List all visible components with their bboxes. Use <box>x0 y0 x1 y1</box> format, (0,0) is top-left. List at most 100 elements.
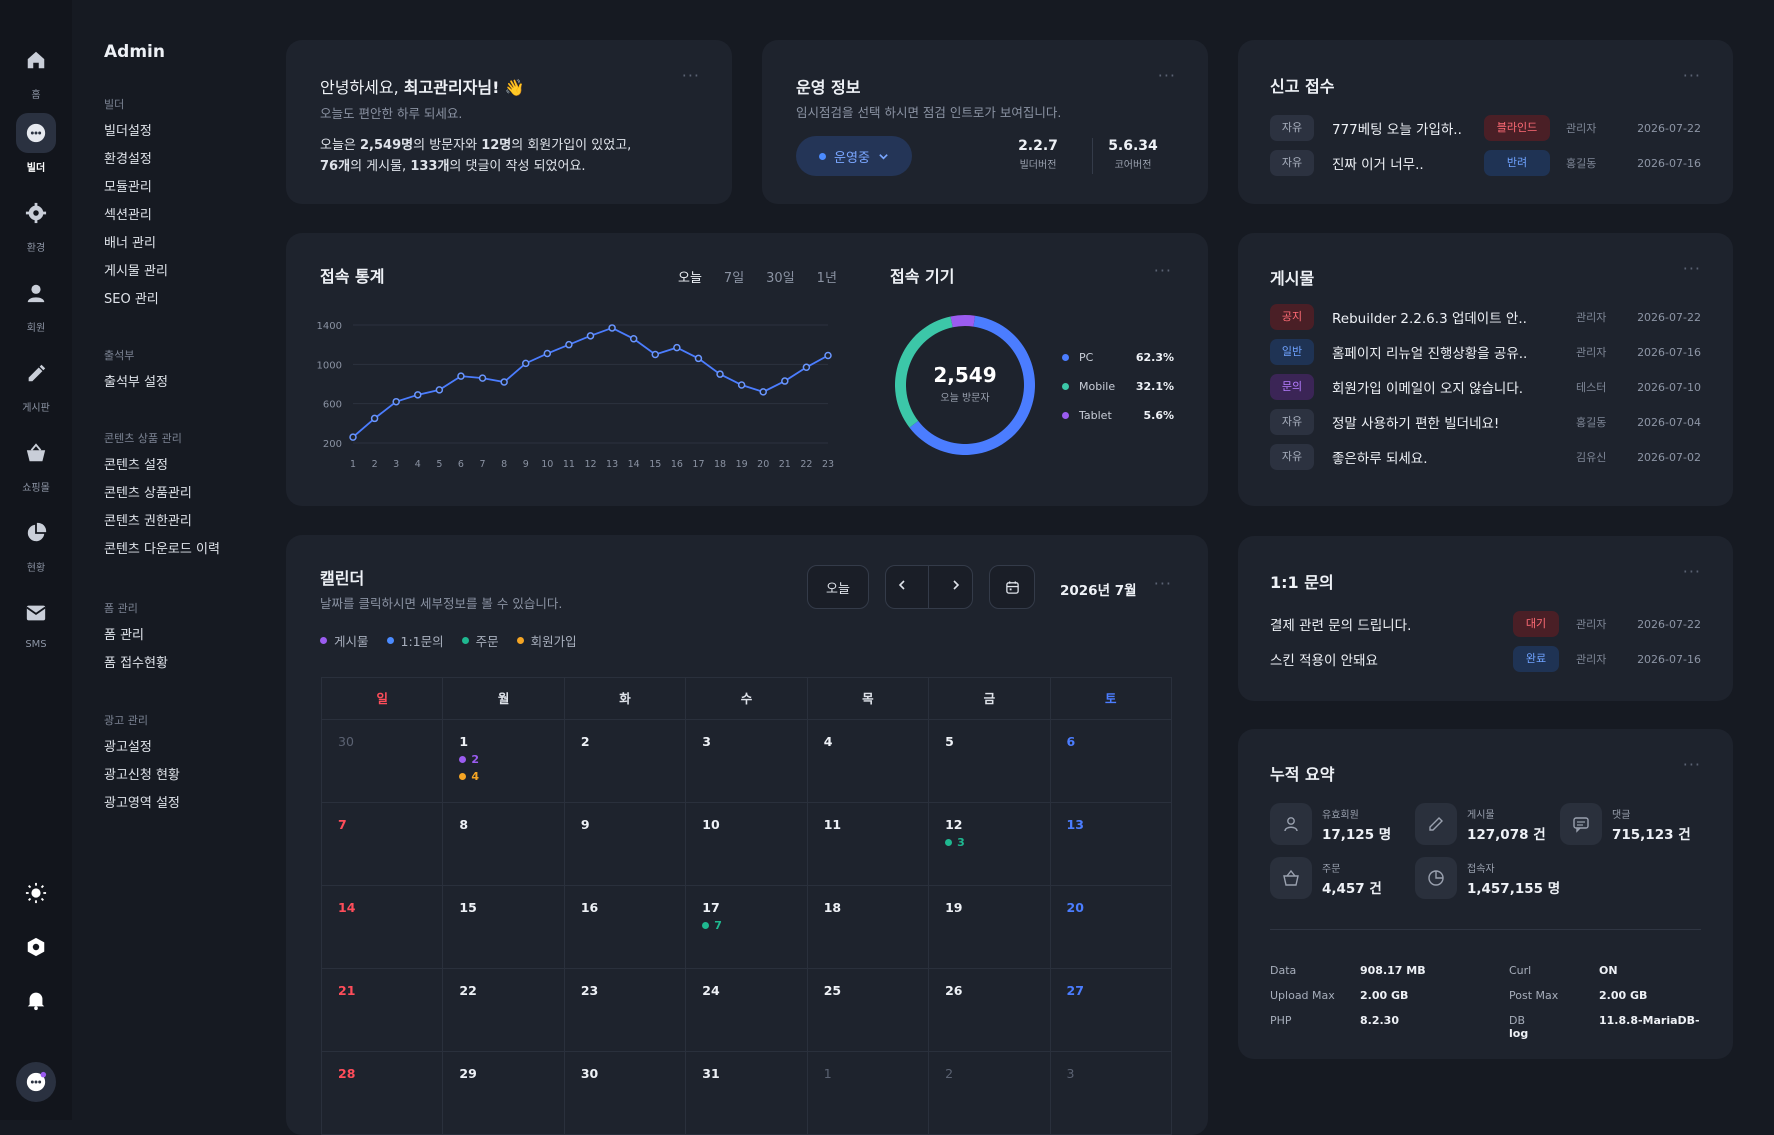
more-icon[interactable]: ··· <box>1682 562 1701 581</box>
calendar-day[interactable]: 13 <box>1051 803 1171 885</box>
calendar-day[interactable]: 17 7 <box>686 886 808 968</box>
profile-avatar[interactable] <box>0 1062 72 1102</box>
day-number: 19 <box>945 900 963 915</box>
calendar-day[interactable]: 21 <box>322 969 444 1051</box>
tab-30d[interactable]: 30일 <box>766 271 795 286</box>
today-button[interactable]: 오늘 <box>807 565 869 609</box>
calendar-day[interactable]: 16 <box>565 886 687 968</box>
rail-item-shop[interactable]: 쇼핑몰 <box>0 433 72 494</box>
menu-item[interactable]: 배너 관리 <box>104 236 156 251</box>
menu-item[interactable]: 광고영역 설정 <box>104 796 180 811</box>
post-row[interactable]: 공지 Rebuilder 2.2.6.3 업데이트 안.. 관리자 2026-07-2… <box>1270 303 1701 331</box>
menu-item[interactable]: 빌더설정 <box>104 124 152 139</box>
inquiry-row[interactable]: 결제 관련 문의 드립니다. 대기 관리자 2026-07-22 <box>1270 610 1701 638</box>
tab-today[interactable]: 오늘 <box>678 271 702 286</box>
calendar-day[interactable]: 23 <box>565 969 687 1051</box>
summary-card: 누적 요약 ··· 유효회원 17,125 명 게시물 127,078 건 댓글 715,… <box>1238 729 1733 1059</box>
calendar-day[interactable]: 25 <box>808 969 930 1051</box>
calendar-day[interactable]: 3 <box>1051 1052 1171 1134</box>
stat-label: 접속자 <box>1467 863 1495 875</box>
calendar-day[interactable]: 10 <box>686 803 808 885</box>
menu-item[interactable]: 게시물 관리 <box>104 264 168 279</box>
calendar-day[interactable]: 12 3 <box>929 803 1051 885</box>
x-tick-label: 19 <box>736 459 748 470</box>
status-select[interactable]: 운영중 <box>796 136 912 176</box>
menu-item[interactable]: 섹션관리 <box>104 208 152 223</box>
inquiry-row[interactable]: 스킨 적용이 안돼요 완료 관리자 2026-07-16 <box>1270 645 1701 673</box>
menu-item[interactable]: 모듈관리 <box>104 180 152 195</box>
menu-item[interactable]: 출석부 설정 <box>104 375 168 390</box>
day-event: 4 <box>459 770 547 783</box>
theme-toggle[interactable] <box>0 873 72 913</box>
calendar-day[interactable]: 30 <box>322 720 444 802</box>
x-tick-label: 9 <box>523 459 529 470</box>
calendar-day[interactable]: 14 <box>322 886 444 968</box>
rail-item-board[interactable]: 게시판 <box>0 353 72 414</box>
calendar-day[interactable]: 20 <box>1051 886 1171 968</box>
report-row[interactable]: 자유 진짜 이거 너무.. 반려 홍길동 2026-07-16 <box>1270 149 1701 177</box>
x-tick-label: 15 <box>649 459 661 470</box>
calendar-day[interactable]: 6 <box>1051 720 1171 802</box>
report-row[interactable]: 자유 777베팅 오늘 가입하.. 블라인드 관리자 2026-07-22 <box>1270 114 1701 142</box>
calendar-day[interactable]: 9 <box>565 803 687 885</box>
calendar-day[interactable]: 27 <box>1051 969 1171 1051</box>
calendar-day[interactable]: 30 <box>565 1052 687 1134</box>
menu-item[interactable]: 콘텐츠 상품관리 <box>104 486 192 501</box>
more-icon[interactable]: ··· <box>1682 259 1701 278</box>
menu-item[interactable]: 광고설정 <box>104 740 152 755</box>
x-tick-label: 11 <box>563 459 575 470</box>
tab-1y[interactable]: 1년 <box>816 271 837 286</box>
calendar-day[interactable]: 24 <box>686 969 808 1051</box>
calendar-day[interactable]: 19 <box>929 886 1051 968</box>
menu-item[interactable]: 폼 접수현황 <box>104 656 168 671</box>
rail-item-sms[interactable]: SMS <box>0 593 72 650</box>
calendar-day[interactable]: 18 <box>808 886 930 968</box>
calendar-day[interactable]: 2 <box>929 1052 1051 1134</box>
more-icon[interactable]: ··· <box>1682 755 1701 774</box>
server-info-key: Curl <box>1509 964 1532 977</box>
post-row[interactable]: 일반 홈페이지 리뉴얼 진행상황을 공유.. 관리자 2026-07-16 <box>1270 338 1701 366</box>
menu-item[interactable]: 폼 관리 <box>104 628 145 643</box>
date-picker-button[interactable] <box>989 565 1035 609</box>
menu-item[interactable]: 콘텐츠 다운로드 이력 <box>104 542 220 557</box>
calendar-day[interactable]: 26 <box>929 969 1051 1051</box>
calendar-day[interactable]: 4 <box>808 720 930 802</box>
rail-item-builder[interactable]: 빌더 <box>0 113 72 174</box>
calendar-day[interactable]: 22 <box>443 969 565 1051</box>
rail-item-home[interactable]: 홈 <box>0 40 72 101</box>
settings-button[interactable] <box>0 927 72 967</box>
menu-item[interactable]: 콘텐츠 권한관리 <box>104 514 192 529</box>
more-icon[interactable]: ··· <box>681 66 700 85</box>
more-icon[interactable]: ··· <box>1157 66 1176 85</box>
prev-month-button[interactable] <box>896 579 908 595</box>
rail-item-stats[interactable]: 현황 <box>0 513 72 574</box>
next-month-button[interactable] <box>950 579 962 595</box>
calendar-day[interactable]: 8 <box>443 803 565 885</box>
tab-7d[interactable]: 7일 <box>723 271 745 286</box>
calendar-day[interactable]: 29 <box>443 1052 565 1134</box>
rail-item-env[interactable]: 환경 <box>0 193 72 254</box>
calendar-day[interactable]: 3 <box>686 720 808 802</box>
menu-item[interactable]: 광고신청 현황 <box>104 768 180 783</box>
menu-item[interactable]: SEO 관리 <box>104 292 159 307</box>
menu-item[interactable]: 환경설정 <box>104 152 152 167</box>
calendar-day[interactable]: 11 <box>808 803 930 885</box>
calendar-day[interactable]: 2 <box>565 720 687 802</box>
calendar-day[interactable]: 15 <box>443 886 565 968</box>
more-icon[interactable]: ··· <box>1153 261 1172 280</box>
calendar-day[interactable]: 28 <box>322 1052 444 1134</box>
menu-item[interactable]: 콘텐츠 설정 <box>104 458 168 473</box>
notification-button[interactable] <box>0 980 72 1020</box>
rail-item-member[interactable]: 회원 <box>0 273 72 334</box>
post-row[interactable]: 문의 회원가입 이메일이 오지 않습니다. 테스터 2026-07-10 <box>1270 373 1701 401</box>
calendar-day[interactable]: 5 <box>929 720 1051 802</box>
pencil-icon <box>1429 817 1443 831</box>
calendar-day[interactable]: 1 <box>808 1052 930 1134</box>
more-icon[interactable]: ··· <box>1153 574 1172 593</box>
post-row[interactable]: 자유 좋은하루 되세요. 김유신 2026-07-02 <box>1270 443 1701 471</box>
calendar-day[interactable]: 7 <box>322 803 444 885</box>
calendar-day[interactable]: 31 <box>686 1052 808 1134</box>
more-icon[interactable]: ··· <box>1682 66 1701 85</box>
post-row[interactable]: 자유 정말 사용하기 편한 빌더네요! 홍길동 2026-07-04 <box>1270 408 1701 436</box>
